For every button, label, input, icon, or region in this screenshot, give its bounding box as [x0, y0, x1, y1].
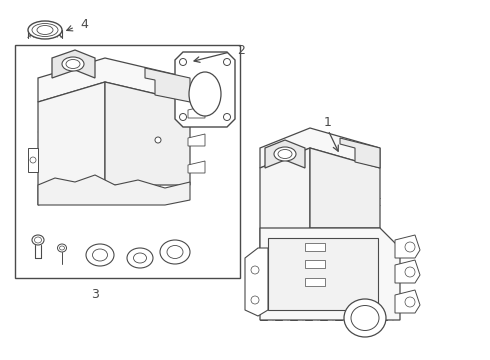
Polygon shape: [38, 175, 190, 205]
Ellipse shape: [155, 137, 161, 143]
Ellipse shape: [351, 306, 379, 330]
Polygon shape: [52, 50, 95, 78]
Ellipse shape: [405, 242, 415, 252]
Ellipse shape: [133, 253, 147, 263]
Ellipse shape: [223, 113, 230, 121]
Ellipse shape: [66, 59, 80, 68]
Ellipse shape: [28, 21, 62, 39]
Polygon shape: [175, 52, 235, 127]
Ellipse shape: [344, 299, 386, 337]
Polygon shape: [260, 148, 310, 248]
Ellipse shape: [34, 237, 42, 243]
Ellipse shape: [278, 149, 292, 158]
Polygon shape: [38, 58, 190, 102]
Polygon shape: [260, 228, 400, 320]
Bar: [15, 45, 240, 278]
Ellipse shape: [37, 26, 53, 35]
Polygon shape: [245, 248, 268, 316]
Polygon shape: [188, 134, 205, 146]
Polygon shape: [188, 161, 205, 173]
Ellipse shape: [127, 248, 153, 268]
Ellipse shape: [223, 58, 230, 66]
Ellipse shape: [189, 72, 221, 116]
Polygon shape: [28, 148, 38, 172]
Ellipse shape: [179, 58, 187, 66]
Ellipse shape: [179, 113, 187, 121]
Text: 4: 4: [80, 18, 88, 31]
Ellipse shape: [32, 235, 44, 245]
Bar: [305, 260, 325, 268]
Polygon shape: [395, 235, 420, 258]
Ellipse shape: [405, 297, 415, 307]
Ellipse shape: [59, 246, 65, 250]
Ellipse shape: [86, 244, 114, 266]
Ellipse shape: [57, 244, 67, 252]
Polygon shape: [395, 260, 420, 283]
Polygon shape: [310, 148, 380, 228]
Bar: [305, 278, 325, 286]
Ellipse shape: [160, 240, 190, 264]
Text: 3: 3: [91, 288, 99, 302]
Ellipse shape: [405, 267, 415, 277]
Polygon shape: [340, 138, 380, 168]
Ellipse shape: [93, 249, 107, 261]
Polygon shape: [145, 68, 190, 102]
Text: 2: 2: [237, 44, 245, 57]
Ellipse shape: [251, 266, 259, 274]
Ellipse shape: [62, 57, 84, 71]
Bar: [305, 243, 325, 251]
Ellipse shape: [251, 296, 259, 304]
Bar: [268, 238, 378, 310]
Ellipse shape: [32, 23, 58, 36]
Polygon shape: [105, 82, 190, 185]
Polygon shape: [260, 128, 380, 168]
Polygon shape: [188, 106, 205, 118]
Polygon shape: [38, 82, 105, 205]
Ellipse shape: [167, 246, 183, 258]
Ellipse shape: [274, 147, 296, 161]
Ellipse shape: [30, 157, 36, 163]
Polygon shape: [395, 290, 420, 313]
Polygon shape: [265, 140, 305, 168]
Text: 1: 1: [324, 117, 332, 130]
